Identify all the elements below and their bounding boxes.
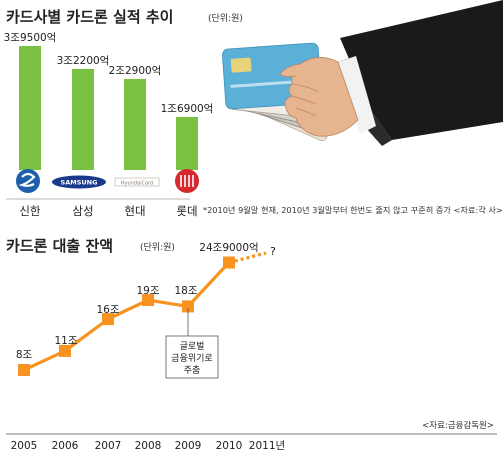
bar-categories: 신한 삼성 현대 롯데	[19, 204, 197, 218]
bar-value-label: 1조6900억	[161, 103, 214, 115]
x-tick-label: 2011년	[249, 440, 285, 452]
line-path	[23, 261, 231, 372]
line-value-label: 19조	[136, 285, 159, 297]
x-tick-label: 2009	[175, 440, 202, 452]
x-tick-label: 2005	[11, 440, 38, 452]
bar-value-label: 3조2200억	[57, 55, 110, 67]
bar-chart-title: 카드사별 카드론 실적 추이	[6, 8, 173, 26]
bar-롯데	[176, 116, 198, 170]
x-tick-label: 2006	[52, 440, 79, 452]
line-value-label: 18조	[174, 285, 197, 297]
bar-category-label: 신한	[19, 204, 41, 218]
x-axis-ticks: 2005 2006 2007 2008 2009 2010 2011년	[11, 440, 286, 452]
line-value-label: 11조	[54, 335, 77, 347]
line-series: 8조 11조 16조 19조 18조 24조9000억?	[16, 242, 276, 376]
bar-현대	[124, 78, 146, 170]
annotation-line-3: 주춤	[184, 365, 201, 376]
bar-category-label: 현대	[124, 204, 145, 218]
line-point-2009	[182, 300, 194, 313]
line-projection	[228, 251, 267, 265]
bar-category-label: 삼성	[72, 204, 93, 218]
line-point-2007	[102, 313, 114, 326]
bar-신한	[19, 46, 41, 170]
bar-footnote: *2010년 9월말 현재, 2010년 3월말부터 한번도 줄지 않고 꾸준히…	[203, 205, 503, 215]
line-value-label: 16조	[96, 304, 119, 316]
annotation-line-2: 금융위기로	[171, 353, 212, 364]
hyundai-card-logo: HyundaiCard	[114, 177, 160, 187]
x-tick-label: 2008	[135, 440, 162, 452]
line-value-label: ?	[270, 245, 276, 258]
x-tick-label: 2007	[95, 440, 122, 452]
shinhan-logo	[16, 169, 40, 193]
line-value-label: 24조9000억	[199, 242, 258, 254]
line-point-2006	[59, 344, 71, 357]
line-chart-unit: (단위:원)	[140, 242, 175, 253]
bar-value-label: 2조2900억	[109, 65, 162, 77]
x-tick-label: 2010	[216, 440, 243, 452]
annotation-box	[165, 335, 219, 379]
bar-chart-unit: (단위:원)	[208, 13, 243, 24]
hand-holding-cards-illustration	[222, 0, 503, 146]
hyundai-logo-text: HyundaiCard	[121, 181, 153, 187]
line-chart-title: 카드론 대출 잔액	[6, 237, 113, 255]
line-point-2008	[142, 294, 154, 307]
bar-value-label: 3조9500억	[4, 32, 57, 44]
line-source: <자료:금융감독원>	[422, 420, 494, 431]
lotte-logo	[175, 169, 199, 193]
bar-삼성	[72, 68, 94, 170]
annotation-line-1: 글로벌	[180, 341, 205, 352]
samsung-card-logo: SAMSUNG	[52, 175, 106, 189]
samsung-logo-text: SAMSUNG	[61, 179, 98, 187]
line-point-2005	[18, 364, 30, 376]
bar-category-label: 롯데	[176, 204, 197, 218]
line-value-label: 8조	[16, 349, 33, 361]
line-point-2010	[223, 256, 235, 269]
